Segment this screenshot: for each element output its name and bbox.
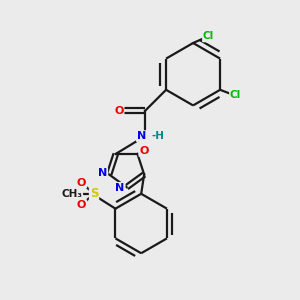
Text: N: N (116, 183, 125, 193)
Text: Cl: Cl (230, 90, 241, 100)
Text: -H: -H (151, 131, 164, 141)
Text: S: S (90, 187, 98, 200)
Text: N: N (98, 168, 107, 178)
Text: CH₃: CH₃ (61, 189, 82, 199)
Text: Cl: Cl (203, 32, 214, 41)
Text: O: O (77, 200, 86, 210)
Text: O: O (139, 146, 149, 156)
Text: O: O (77, 178, 86, 188)
Text: O: O (114, 106, 124, 116)
Text: N: N (137, 131, 146, 141)
